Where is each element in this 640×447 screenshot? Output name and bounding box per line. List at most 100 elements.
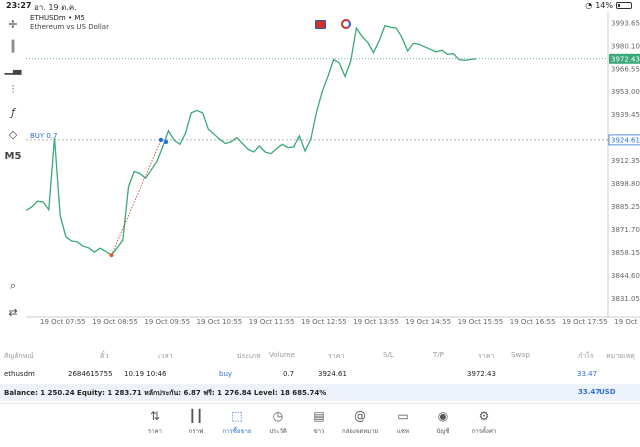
header-tp: T/P <box>433 351 444 359</box>
time-tick-label: 19 Oct 10:55 <box>197 318 243 326</box>
flag-icon[interactable] <box>315 20 326 29</box>
position-marker <box>163 139 169 145</box>
trade-link-line <box>111 139 162 256</box>
header-type: ประเภท <box>237 352 261 360</box>
header-swap: Swap <box>511 351 530 359</box>
bottom-nav: ⇅ ราคา ┃┃ กราฟ ⬚ การซื้อขาย ◷ ประวัติ ▤ … <box>0 403 640 447</box>
position-marker <box>158 137 164 143</box>
time-tick-label: 19 Oct 18:55 <box>614 318 640 326</box>
table-header: สัญลักษณ์ ตั๋ว เวลา ประเภท Volume ราคา S… <box>0 351 640 365</box>
price-tick-label: 3885.25 <box>611 203 640 211</box>
nav-label: แชท <box>397 428 409 435</box>
current-price-marker <box>609 53 640 64</box>
candlestick-icon[interactable]: ║ <box>9 39 17 53</box>
wifi-icon: ◔ <box>585 1 593 10</box>
mailbox-icon: @ <box>354 409 366 423</box>
row-price: 3924.61 <box>318 370 347 378</box>
header-comment: หมายเหตุ <box>606 352 635 360</box>
balance-text: Balance: 1 250.24 Equity: 1 283.71 หลักป… <box>4 389 327 397</box>
position-label: BUY 0.7 <box>30 132 58 140</box>
nav-label: การซื้อขาย <box>222 428 252 435</box>
time-tick-label: 19 Oct 12:55 <box>301 318 347 326</box>
header-time: เวลา <box>158 352 173 360</box>
header-price: ราคา <box>328 352 345 360</box>
row-type: buy <box>219 370 233 378</box>
news-icon: ▤ <box>313 409 325 423</box>
header-current-price: ราคา <box>478 352 495 360</box>
status-right: ◔ 14% <box>585 1 632 10</box>
row-profit: 33.47 <box>577 370 598 378</box>
time-tick-label: 19 Oct 17:55 <box>562 318 608 326</box>
price-series-line <box>25 24 477 256</box>
one-click-trading-icon[interactable]: ⇄ <box>8 305 18 319</box>
current-price-label: 3972.43 <box>611 55 640 63</box>
nav-news[interactable]: ▤ ข่าว <box>299 408 339 436</box>
function-icon[interactable]: ƒ <box>11 105 15 119</box>
zoom-icon[interactable]: ⌕ <box>9 279 17 292</box>
position-price-label: 3924.61 <box>611 136 640 144</box>
row-volume: 0.7 <box>283 370 295 378</box>
nav-label: บัญชี <box>436 428 450 435</box>
nav-account[interactable]: ◉ บัญชี <box>423 408 463 436</box>
nav-chat[interactable]: ▭ แชท <box>383 408 423 436</box>
time-tick-label: 19 Oct 11:55 <box>249 318 295 326</box>
account-currency: USD <box>599 388 616 396</box>
time-tick-label: 19 Oct 08:55 <box>92 318 138 326</box>
nav-trade[interactable]: ⬚ การซื้อขาย <box>217 408 257 436</box>
nav-label: การตั้งค่า <box>471 428 497 435</box>
row-symbol: ethusdm <box>4 370 35 378</box>
nav-label: ข่าว <box>313 428 325 435</box>
battery-percent: 14% <box>595 1 613 10</box>
nav-chart[interactable]: ┃┃ กราฟ <box>176 408 216 436</box>
nav-label: กราฟ <box>188 428 204 435</box>
header-ticket: ตั๋ว <box>100 352 109 360</box>
nav-settings[interactable]: ⚙ การตั้งค่า <box>464 408 504 436</box>
nav-mailbox[interactable]: @ กล่องจดหมาย <box>340 408 380 436</box>
status-date: อา. 19 ต.ค. <box>34 3 77 12</box>
header-sl: S/L <box>383 351 394 359</box>
time-tick-label: 19 Oct 07:55 <box>40 318 86 326</box>
timeframe-button[interactable]: M5 <box>4 150 22 162</box>
objects-icon[interactable]: ◇ <box>8 127 18 141</box>
account-icon: ◉ <box>437 409 449 423</box>
header-profit: กำไร <box>578 352 594 360</box>
row-current-price: 3972.43 <box>467 370 496 378</box>
price-tick-label: 3953.00 <box>611 88 640 96</box>
battery-icon <box>616 2 632 9</box>
price-chart[interactable]: 3993.653980.103966.553953.003939.453925.… <box>0 0 640 330</box>
price-tick-label: 3966.55 <box>611 65 640 73</box>
price-tick-label: 3898.80 <box>611 180 640 188</box>
nav-history[interactable]: ◷ ประวัติ <box>258 408 298 436</box>
crosshair-icon[interactable]: ✛ <box>8 17 18 31</box>
time-tick-label: 19 Oct 09:55 <box>144 318 190 326</box>
nav-quotes[interactable]: ⇅ ราคา <box>135 408 175 436</box>
nav-label: ประวัติ <box>269 428 287 435</box>
indicators-icon[interactable]: ⫶ <box>11 83 15 96</box>
status-time: 23:27 <box>6 1 32 10</box>
time-tick-label: 19 Oct 15:55 <box>458 318 504 326</box>
time-tick-label: 19 Oct 14:55 <box>405 318 451 326</box>
time-tick-label: 19 Oct 13:55 <box>353 318 399 326</box>
trade-icon: ⬚ <box>231 409 243 423</box>
chart-icon: ┃┃ <box>188 409 204 423</box>
price-tick-label: 3858.15 <box>611 249 640 257</box>
price-tick-label: 3831.05 <box>611 295 640 303</box>
position-price-marker <box>608 134 640 146</box>
chat-icon: ▭ <box>397 409 409 423</box>
entry-marker <box>109 253 114 258</box>
time-tick-label: 19 Oct 16:55 <box>510 318 556 326</box>
symbol-title: ETHUSDm • M5 <box>30 14 85 22</box>
broker-logo-icon[interactable] <box>341 19 351 29</box>
total-profit: 33.47 <box>578 388 601 396</box>
header-symbol: สัญลักษณ์ <box>4 352 34 360</box>
price-tick-label: 3993.65 <box>611 19 640 27</box>
volume-icon[interactable]: ▁▃ <box>4 61 22 75</box>
history-icon: ◷ <box>272 409 284 423</box>
row-ticket: 2684615755 <box>68 370 113 378</box>
price-tick-label: 3844.60 <box>611 272 640 280</box>
price-tick-label: 3980.10 <box>611 42 640 50</box>
price-tick-label: 3939.45 <box>611 111 640 119</box>
nav-label: ราคา <box>148 428 162 435</box>
price-tick-label: 3871.70 <box>611 226 640 234</box>
table-row[interactable]: ethusdm 2684615755 10.19 10:46 buy 0.7 3… <box>0 370 640 384</box>
